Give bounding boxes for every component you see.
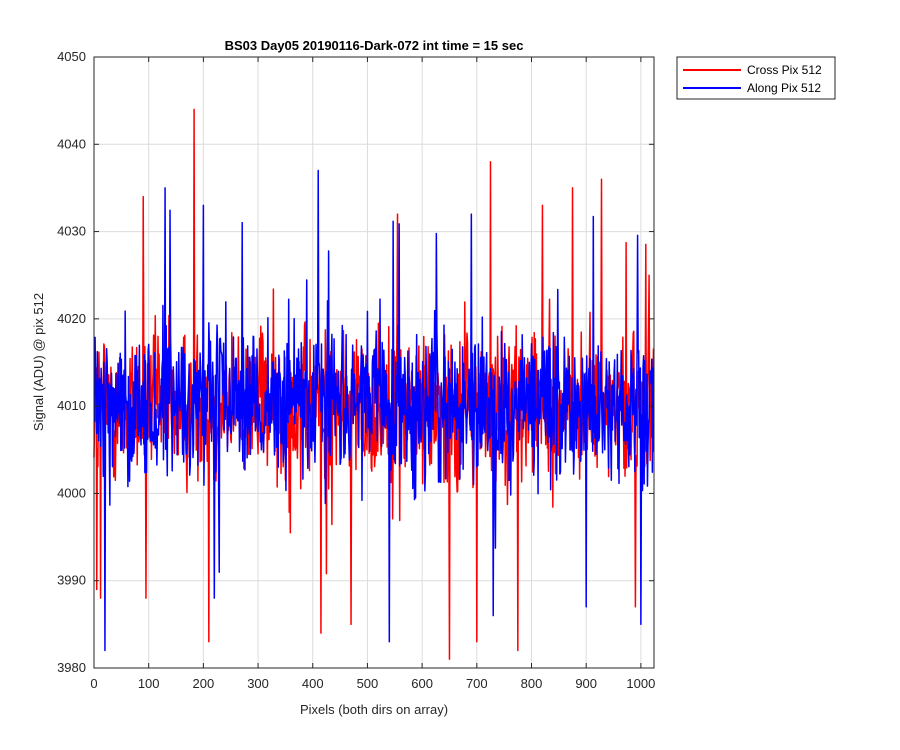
x-tick-label: 400	[302, 676, 324, 691]
x-tick-label: 900	[575, 676, 597, 691]
legend-label-cross: Cross Pix 512	[747, 63, 822, 77]
chart-title: BS03 Day05 20190116-Dark-072 int time = …	[225, 38, 524, 53]
legend[interactable]: Cross Pix 512 Along Pix 512	[676, 56, 836, 100]
x-tick-label: 600	[411, 676, 433, 691]
axes-box	[93, 56, 655, 669]
x-tick-label: 700	[466, 676, 488, 691]
y-tick-label: 4040	[57, 136, 86, 151]
x-tick-label: 1000	[626, 676, 655, 691]
series-line-along-pix-512	[93, 169, 655, 652]
x-axis-label: Pixels (both dirs on array)	[300, 702, 448, 717]
ticks: 0 100 200 300 400 500 600 700 800 900 1000 3980 3990…	[57, 49, 655, 691]
legend-box	[676, 56, 836, 100]
x-tick-label: 300	[247, 676, 269, 691]
y-tick-label: 4030	[57, 224, 86, 239]
legend-label-along: Along Pix 512	[747, 81, 821, 95]
y-axis-label: Signal (ADU) @ pix 512	[31, 293, 46, 431]
x-tick-label: 200	[193, 676, 215, 691]
y-tick-label: 4020	[57, 311, 86, 326]
y-tick-label: 3980	[57, 660, 86, 675]
plot-area: 0 100 200 300 400 500 600 700 800 900 1000 3980 3990…	[57, 49, 655, 691]
y-tick-label: 4050	[57, 49, 86, 64]
series-layer	[93, 108, 655, 661]
x-tick-label: 800	[521, 676, 543, 691]
x-tick-label: 0	[90, 676, 97, 691]
y-tick-label: 3990	[57, 573, 86, 588]
x-tick-label: 100	[138, 676, 160, 691]
y-tick-label: 4010	[57, 398, 86, 413]
y-tick-label: 4000	[57, 485, 86, 500]
x-tick-label: 500	[357, 676, 379, 691]
